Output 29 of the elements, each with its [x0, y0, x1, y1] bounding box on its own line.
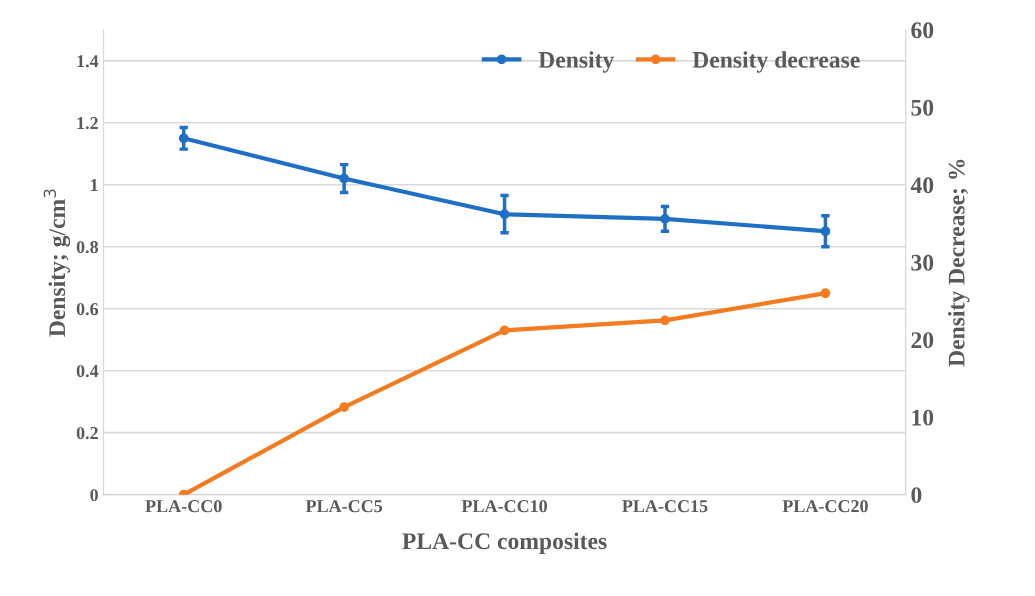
y-tick-label: 0.4	[76, 364, 99, 378]
x-tick-label: PLA-CC20	[782, 500, 868, 513]
y-tick-label: 0	[90, 488, 98, 502]
y-axis-title: Density; g/cm$^{3}$	[43, 189, 71, 337]
y-tick-label: 1.2	[77, 117, 98, 130]
point	[499, 325, 510, 336]
x-tick-label: PLA-CC5	[305, 500, 383, 513]
x-tick-label: PLA-CC15	[622, 500, 708, 513]
y-tick-label: 1	[91, 179, 98, 192]
x-tick-label: PLA-CC10	[461, 500, 547, 513]
y2-tick-label: 40	[910, 177, 934, 194]
y-tick-label: 0.2	[76, 426, 98, 440]
legend-label: Density	[538, 51, 615, 73]
x-tick-label: PLA-CC0	[145, 500, 222, 513]
y2-tick-label: 20	[911, 332, 934, 349]
y-tick-label: 1.4	[77, 55, 99, 68]
y2-tick-label: 10	[912, 409, 934, 426]
y-tick-label: 0.6	[76, 302, 99, 316]
y2-tick-label: 50	[911, 99, 934, 116]
point	[820, 288, 831, 299]
y2-axis-title: Density Decrease; %	[947, 159, 970, 367]
y2-tick-label: 30	[911, 254, 934, 271]
y2-tick-label: 0	[911, 487, 922, 504]
point	[339, 402, 349, 412]
x-axis-title: PLA-CC composites	[402, 532, 607, 554]
point	[660, 315, 670, 326]
y-tick-label: 0.8	[76, 241, 99, 254]
legend-label: Density decrease	[692, 51, 860, 73]
y2-tick-label: 60	[911, 22, 934, 39]
